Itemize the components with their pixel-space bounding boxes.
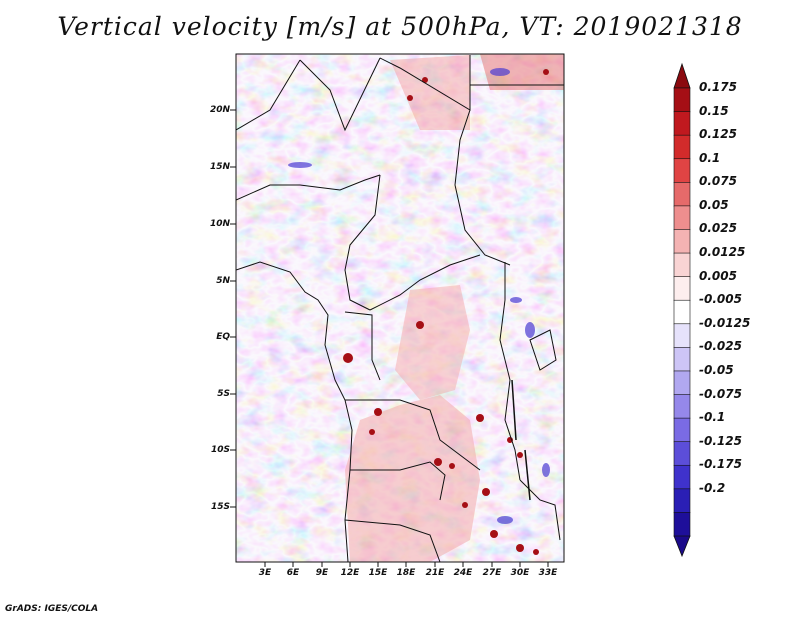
- colorbar-label: 0.025: [699, 221, 737, 236]
- colorbar-swatch: [673, 229, 691, 254]
- colorbar: [673, 62, 691, 558]
- lon-label: 33E: [538, 568, 558, 578]
- colorbar-label: -0.1: [699, 410, 726, 425]
- lon-label: 3E: [258, 568, 272, 578]
- colorbar-label: -0.005: [699, 292, 742, 307]
- positive-region-central: [395, 285, 470, 400]
- angola-zambia-border: [350, 461, 446, 501]
- car-border: [369, 254, 481, 311]
- namibia-border: [344, 519, 441, 562]
- lon-label: 24E: [453, 568, 473, 578]
- colorbar-label: 0.175: [699, 80, 737, 94]
- colorbar-swatch: [673, 441, 691, 466]
- colorbar-label: -0.2: [699, 480, 726, 495]
- lon-label: 6E: [286, 568, 300, 578]
- colorbar-swatch: [673, 464, 691, 490]
- lon-label: 27E: [482, 568, 502, 578]
- subsidence-cells: [288, 68, 550, 524]
- mali-border: [236, 59, 301, 131]
- map-title: Vertical velocity [m/s] at 500hPa, VT: 2…: [57, 12, 743, 41]
- lake-victoria: [529, 329, 557, 371]
- sudan-chad-border: [454, 109, 511, 266]
- colorbar-swatch: [673, 512, 691, 537]
- positive-region-northeast: [480, 54, 564, 90]
- lon-label: 15E: [368, 568, 388, 578]
- axis-ticks: [230, 109, 549, 567]
- colorbar-swatch: [673, 370, 691, 396]
- country-borders: [236, 55, 564, 562]
- lat-label: 5N: [216, 276, 230, 286]
- lon-label: 30E: [510, 568, 530, 578]
- lat-label: 15N: [209, 162, 230, 172]
- lake-malawi: [524, 449, 531, 501]
- colorbar-label: 0.125: [699, 127, 737, 142]
- colorbar-label: -0.175: [699, 457, 742, 472]
- lon-label: 21E: [425, 568, 445, 578]
- colorbar-swatch: [673, 347, 691, 372]
- colorbar-label: -0.125: [699, 433, 742, 448]
- lat-label: 15S: [210, 502, 230, 512]
- colorbar-swatch: [673, 87, 691, 113]
- colorbar-label: 0.0125: [699, 245, 746, 260]
- grads-credit: GrADS: IGES/COLA: [5, 604, 99, 614]
- lon-label: 18E: [396, 568, 416, 578]
- mozambique-border: [519, 479, 561, 541]
- positive-region-south: [345, 395, 480, 562]
- lat-label: 10N: [209, 219, 230, 229]
- algeria-niger-border: [299, 57, 381, 132]
- colorbar-swatch: [673, 252, 691, 278]
- colorbar-label: -0.0125: [699, 315, 751, 330]
- colorbar-top-arrow: [673, 62, 691, 89]
- colorbar-swatch: [673, 182, 691, 207]
- colorbar-swatch: [673, 111, 691, 136]
- lat-label: 10S: [210, 445, 230, 455]
- velocity-field: [236, 54, 564, 562]
- colorbar-swatch: [673, 323, 691, 348]
- nigeria-cameroon-border: [344, 174, 381, 311]
- colorbar-label: 0.005: [699, 268, 737, 283]
- convective-cells: [343, 69, 549, 555]
- colorbar-swatch: [673, 417, 691, 443]
- colorbar-label: 0.15: [699, 103, 729, 118]
- colorbar-swatch: [673, 205, 691, 231]
- colorbar-swatch: [673, 394, 691, 419]
- lat-label: EQ: [216, 332, 230, 342]
- lake-tanganyika: [511, 379, 517, 441]
- sahel-border: [236, 174, 381, 201]
- colorbar-swatch: [673, 488, 691, 514]
- colorbar-label: -0.075: [699, 386, 742, 401]
- colorbar-label: 0.1: [699, 150, 721, 165]
- colorbar-swatch: [673, 276, 691, 301]
- colorbar-bottom-arrow: [673, 535, 691, 558]
- colorbar-label: 0.05: [699, 197, 729, 212]
- colorbar-swatch: [673, 299, 691, 325]
- lat-label: 20N: [209, 105, 230, 115]
- map-frame: [235, 53, 565, 563]
- lat-label: 5S: [217, 389, 230, 399]
- colorbar-label: -0.05: [699, 362, 734, 377]
- east-africa-border: [499, 262, 521, 481]
- colorbar-label: -0.025: [699, 339, 742, 354]
- colorbar-label: 0.075: [699, 174, 737, 189]
- gabon-congo-border: [344, 311, 381, 381]
- lon-label: 12E: [340, 568, 360, 578]
- lon-label: 9E: [315, 568, 329, 578]
- angola-drc-border: [345, 399, 481, 471]
- libya-border: [379, 55, 471, 111]
- colorbar-swatch: [673, 134, 691, 160]
- colorbar-swatch: [673, 158, 691, 183]
